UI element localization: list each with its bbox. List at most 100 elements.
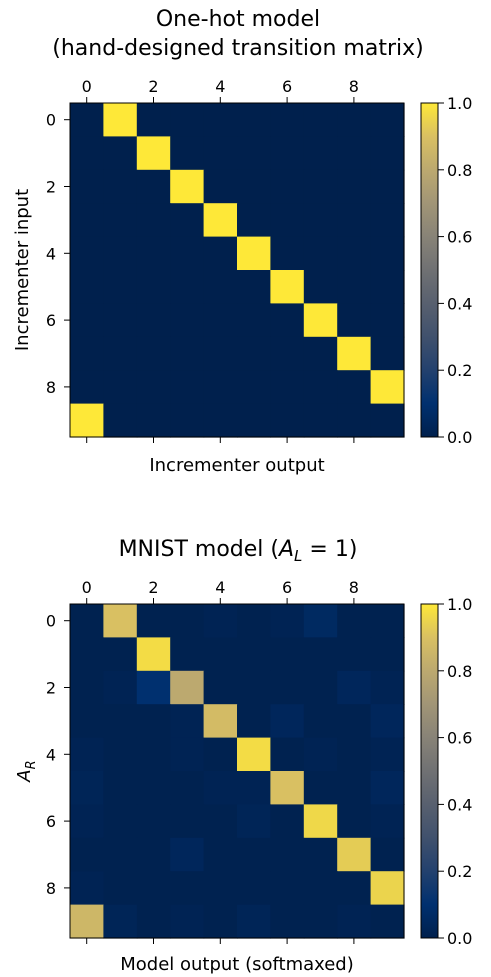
x-axis-label: Incrementer output — [149, 455, 324, 476]
heatmap-cell — [370, 670, 405, 705]
heatmap-cell — [370, 103, 405, 137]
heatmap-cell — [270, 737, 305, 772]
heatmap-cell — [136, 837, 171, 872]
heatmap-cell — [237, 169, 271, 204]
heatmap-cell — [170, 904, 205, 939]
colorbar-tick-labels: 0.0 0.2 0.4 0.6 0.8 1.0 — [438, 94, 472, 447]
heatmap-cell — [103, 871, 138, 906]
heatmap-cell — [303, 771, 338, 805]
heatmap-cell — [170, 837, 205, 872]
heatmap-cell — [136, 370, 171, 405]
y-axis-label: AR — [14, 760, 39, 782]
heatmap-cell — [203, 904, 238, 939]
heatmap-cell — [303, 403, 338, 438]
heatmap-cell — [203, 136, 238, 171]
heatmap-cell — [270, 637, 305, 672]
heatmap-cell — [103, 303, 138, 338]
heatmap-cell — [70, 804, 104, 839]
heatmap-cell — [203, 737, 238, 772]
heatmap-cell — [136, 804, 171, 839]
heatmap-cell — [136, 169, 171, 204]
y-tick-label: 0 — [46, 111, 56, 130]
heatmap-cell — [103, 403, 138, 438]
heatmap-cell — [337, 303, 372, 338]
x-tick-label: 6 — [282, 77, 292, 96]
heatmap-cell — [103, 103, 138, 137]
heatmap-cell — [70, 303, 104, 338]
heatmap-cell — [203, 704, 238, 739]
heatmap-cell — [170, 771, 205, 805]
colorbar-tick-label: 0.8 — [447, 662, 472, 681]
heatmap-cell — [370, 370, 405, 405]
heatmap-cell — [303, 604, 338, 638]
heatmap-cell — [237, 737, 271, 772]
heatmap-cell — [203, 837, 238, 872]
heatmap-cell — [270, 370, 305, 405]
heatmap-cell — [270, 871, 305, 906]
heatmap-cell — [337, 837, 372, 872]
heatmap-cell — [103, 670, 138, 705]
heatmap-cell — [203, 203, 238, 238]
heatmap-cell — [170, 804, 205, 839]
heatmap-cells — [70, 604, 405, 939]
heatmap-cell — [237, 203, 271, 238]
y-tick-label: 6 — [46, 311, 56, 330]
heatmap-cell — [70, 403, 104, 438]
heatmap-cell — [70, 236, 104, 271]
heatmap-cell — [237, 270, 271, 304]
heatmap-cell — [337, 136, 372, 171]
heatmap-cell — [103, 904, 138, 939]
heatmap-cell — [103, 203, 138, 238]
heatmap-cell — [70, 670, 104, 705]
heatmap-cell — [370, 637, 405, 672]
heatmap-cell — [303, 370, 338, 405]
heatmap-cell — [370, 169, 405, 204]
heatmap-cells — [70, 103, 405, 438]
heatmap-cell — [237, 637, 271, 672]
heatmap-cell — [170, 303, 205, 338]
heatmap-cell — [370, 804, 405, 839]
heatmap-cell — [70, 771, 104, 805]
heatmap-cell — [70, 136, 104, 171]
heatmap-cell — [337, 637, 372, 672]
heatmap-cell — [370, 303, 405, 338]
heatmap-cell — [303, 303, 338, 338]
heatmap-cell — [370, 737, 405, 772]
x-tick-label: 4 — [215, 578, 225, 597]
heatmap-cell — [270, 904, 305, 939]
y-tick-label: 4 — [46, 244, 56, 263]
heatmap-cell — [70, 704, 104, 739]
heatmap-cell — [203, 771, 238, 805]
heatmap-cell — [270, 336, 305, 371]
y-tick-label: 6 — [46, 812, 56, 831]
heatmap-cell — [203, 804, 238, 839]
heatmap-cell — [370, 136, 405, 171]
heatmap-cell — [303, 103, 338, 137]
heatmap-cell — [237, 303, 271, 338]
heatmap-cell — [303, 336, 338, 371]
heatmap-cell — [203, 303, 238, 338]
heatmap-cell — [136, 103, 171, 137]
heatmap-cell — [270, 604, 305, 638]
y-tick-labels: 0 2 4 6 8 — [46, 612, 70, 898]
chart-title: MNIST model (AL = 1) — [119, 537, 358, 565]
title-math-var: A — [277, 537, 294, 562]
colorbar-tick-label: 1.0 — [447, 595, 472, 614]
heatmap-cell — [170, 270, 205, 304]
colorbar-tick-label: 0.6 — [447, 729, 472, 748]
heatmap-cell — [237, 370, 271, 405]
colorbar-tick-label: 1.0 — [447, 94, 472, 113]
heatmap-cell — [370, 403, 405, 438]
heatmap-cell — [103, 169, 138, 204]
plot-frame — [69, 603, 405, 939]
heatmap-cell — [337, 670, 372, 705]
heatmap-cell — [337, 704, 372, 739]
colorbar-tick-label: 0.0 — [447, 428, 472, 447]
chart-title-line2: (hand-designed transition matrix) — [52, 36, 423, 61]
heatmap-cell — [103, 804, 138, 839]
x-tick-labels: 0 2 4 6 8 — [82, 77, 359, 443]
heatmap-cell — [237, 804, 271, 839]
heatmap-cell — [237, 704, 271, 739]
heatmap-cell — [270, 270, 305, 304]
heatmap-cell — [237, 236, 271, 271]
